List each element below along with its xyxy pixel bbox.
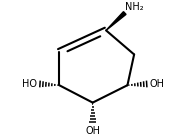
Text: OH: OH	[149, 79, 164, 89]
Text: NH₂: NH₂	[125, 2, 144, 12]
Text: OH: OH	[85, 126, 100, 136]
Polygon shape	[106, 12, 126, 30]
Text: HO: HO	[22, 79, 37, 89]
